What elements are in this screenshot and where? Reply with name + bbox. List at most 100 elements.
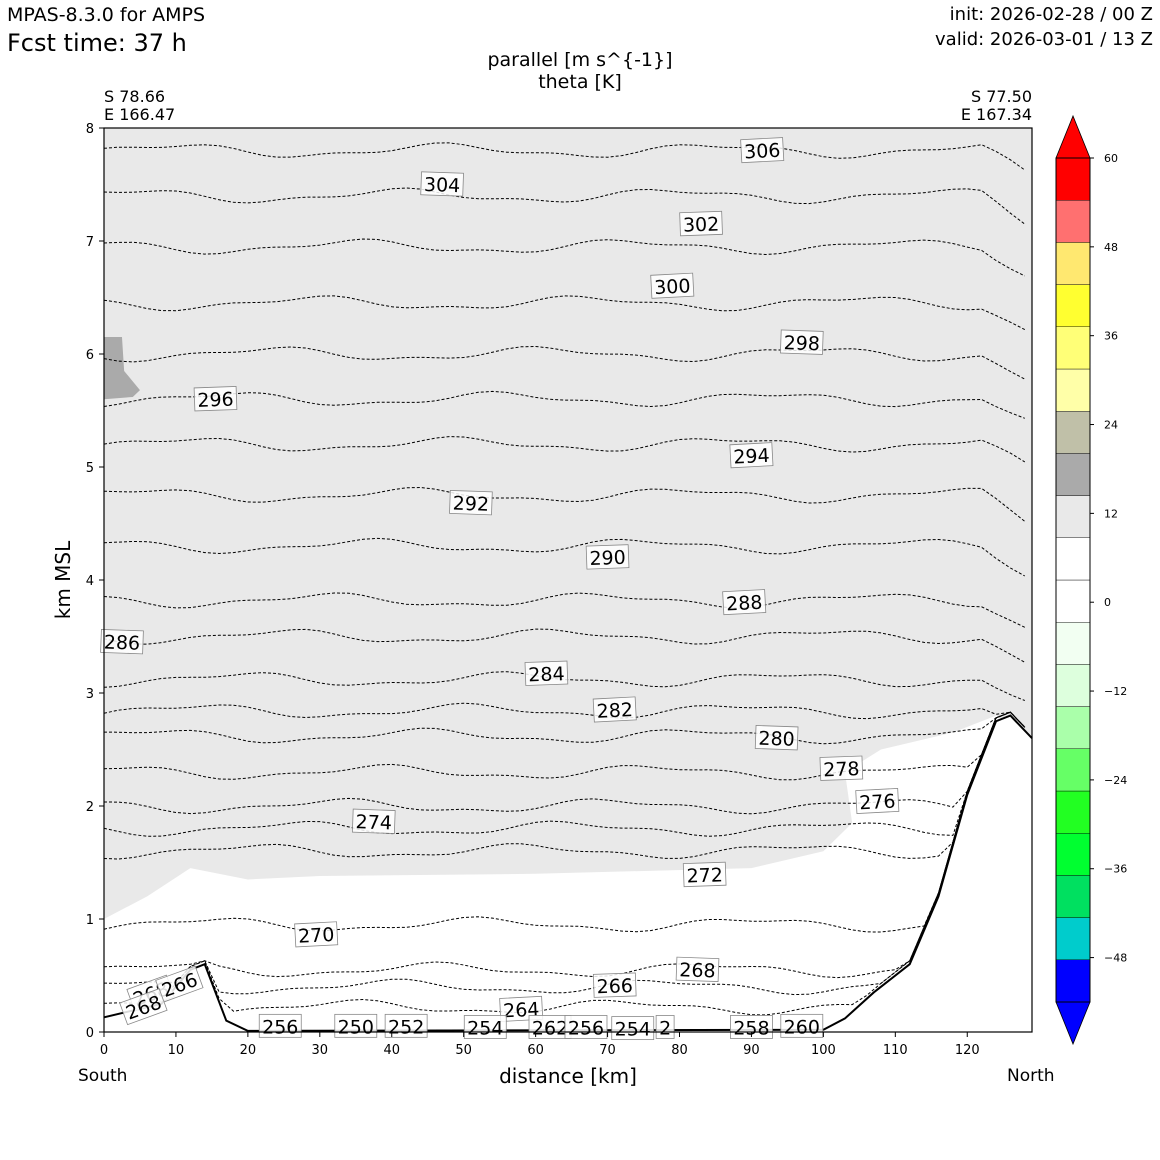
x-tick-label: 20 bbox=[240, 1043, 257, 1058]
x-tick-label: 70 bbox=[599, 1043, 616, 1058]
colorbar-segment bbox=[1055, 748, 1091, 792]
colorbar-segment bbox=[1055, 242, 1091, 285]
colorbar-tick-label: 24 bbox=[1104, 419, 1118, 432]
colorbar-segment bbox=[1055, 622, 1091, 665]
x-tick-label: 60 bbox=[527, 1043, 544, 1058]
x-tick-label: 30 bbox=[312, 1043, 329, 1058]
left-endpoint-lon: E 166.47 bbox=[104, 105, 176, 124]
svg-text:268: 268 bbox=[679, 959, 716, 982]
colorbar-extend-bottom bbox=[1055, 1001, 1091, 1046]
svg-text:282: 282 bbox=[596, 699, 633, 723]
right-endpoint-coords: S 77.50 E 167.34 bbox=[961, 88, 1032, 124]
chart-title: parallel [m s^{-1}] bbox=[487, 49, 673, 71]
y-tick-label: 0 bbox=[86, 1026, 94, 1041]
colorbar-segment bbox=[1055, 706, 1091, 749]
svg-text:266: 266 bbox=[596, 975, 633, 998]
svg-text:288: 288 bbox=[726, 592, 763, 616]
svg-text:280: 280 bbox=[758, 728, 795, 751]
theta-contour bbox=[103, 711, 1026, 815]
svg-text:270: 270 bbox=[298, 924, 335, 948]
x-tick-label: 110 bbox=[883, 1043, 908, 1058]
valid-time: valid: 2026-03-01 / 13 Z bbox=[935, 29, 1153, 50]
svg-text:256: 256 bbox=[568, 1017, 604, 1039]
svg-text:290: 290 bbox=[589, 547, 626, 570]
colorbar-tick-label: −36 bbox=[1104, 863, 1127, 876]
colorbar-extend-top bbox=[1055, 114, 1091, 159]
x-tick-label: 80 bbox=[671, 1043, 688, 1058]
surface-contour-label: 254 bbox=[611, 1016, 655, 1041]
left-endpoint-coords: S 78.66 E 166.47 bbox=[104, 88, 175, 124]
x-tick-label: 50 bbox=[455, 1043, 472, 1058]
colorbar-frame bbox=[1055, 157, 1091, 1003]
svg-text:2: 2 bbox=[659, 1017, 671, 1039]
x-axis-label: distance [km] bbox=[499, 1064, 637, 1088]
colorbar-segment bbox=[1055, 875, 1091, 918]
surface-contour-label: 258 bbox=[730, 1015, 773, 1039]
y-tick-label: 8 bbox=[86, 122, 94, 137]
theta-contour bbox=[103, 711, 1026, 979]
theta-contour-label: 302 bbox=[679, 210, 723, 237]
theta-contour-label: 298 bbox=[780, 329, 824, 355]
svg-text:304: 304 bbox=[424, 174, 461, 197]
surface-contour-label: 260 bbox=[780, 1013, 824, 1038]
theta-contour-label: 300 bbox=[650, 272, 695, 299]
colorbar-tick-label: −12 bbox=[1104, 685, 1127, 698]
svg-text:254: 254 bbox=[467, 1017, 503, 1039]
svg-text:302: 302 bbox=[683, 213, 720, 236]
colorbar-tick-label: 12 bbox=[1104, 507, 1118, 520]
svg-text:306: 306 bbox=[744, 140, 781, 164]
surface-contour-label: 2 bbox=[655, 1015, 675, 1039]
colorbar-segment bbox=[1055, 495, 1091, 539]
theta-contour-label: 270 bbox=[294, 921, 339, 948]
colorbar-segment bbox=[1055, 537, 1091, 581]
theta-contour bbox=[103, 592, 1026, 628]
right-endpoint-lat: S 77.50 bbox=[970, 87, 1032, 106]
wind-shading-0-12 bbox=[104, 128, 1032, 919]
colorbar-segment bbox=[1055, 833, 1091, 876]
surface-contour-label: 256 bbox=[564, 1015, 608, 1039]
theta-contour-label: 272 bbox=[682, 861, 727, 888]
theta-contour-label: 282 bbox=[592, 696, 637, 723]
y-axis-label: km MSL bbox=[51, 540, 75, 620]
svg-text:300: 300 bbox=[654, 275, 691, 299]
theta-contour-label: 288 bbox=[722, 589, 767, 616]
colorbar-segment bbox=[1055, 664, 1091, 707]
x-tick-label: 40 bbox=[383, 1043, 400, 1058]
colorbar-segment bbox=[1055, 199, 1091, 243]
colorbar-segment bbox=[1055, 453, 1091, 496]
svg-text:294: 294 bbox=[733, 445, 770, 469]
svg-text:284: 284 bbox=[528, 663, 565, 686]
svg-text:258: 258 bbox=[733, 1017, 769, 1039]
y-tick-label: 6 bbox=[86, 348, 94, 363]
colorbar-segment bbox=[1055, 579, 1091, 623]
theta-contour-label: 306 bbox=[740, 137, 785, 164]
colorbar-segment bbox=[1055, 368, 1091, 412]
svg-text:250: 250 bbox=[338, 1016, 374, 1038]
colorbar-segment bbox=[1055, 284, 1091, 328]
svg-text:262: 262 bbox=[532, 1017, 568, 1039]
theta-contour-label: 294 bbox=[729, 442, 774, 469]
svg-text:274: 274 bbox=[355, 811, 392, 834]
y-tick-label: 3 bbox=[86, 687, 94, 702]
theta-contour-label: 296 bbox=[193, 386, 238, 412]
forecast-time: Fcst time: 37 h bbox=[7, 29, 187, 57]
colorbar-tick-label: 60 bbox=[1104, 152, 1118, 165]
colorbar-tick-label: 0 bbox=[1104, 596, 1111, 609]
svg-text:286: 286 bbox=[103, 632, 140, 655]
colorbar-segment bbox=[1055, 157, 1091, 201]
svg-text:256: 256 bbox=[262, 1016, 298, 1038]
left-endpoint-lat: S 78.66 bbox=[104, 87, 166, 106]
svg-text:278: 278 bbox=[823, 758, 860, 781]
theta-contour bbox=[103, 711, 1026, 996]
colorbar-segment bbox=[1055, 959, 1091, 1003]
theta-contour-label: 276 bbox=[855, 787, 900, 815]
x-tick-label: 90 bbox=[743, 1043, 760, 1058]
colorbar-tick-label: 48 bbox=[1104, 241, 1118, 254]
theta-contour-label: 286 bbox=[100, 629, 144, 655]
surface-contour-label: 250 bbox=[334, 1013, 378, 1038]
south-label: South bbox=[78, 1066, 128, 1086]
svg-text:276: 276 bbox=[859, 791, 896, 815]
y-tick-label: 1 bbox=[86, 913, 94, 928]
surface-contour-label: 254 bbox=[463, 1015, 507, 1039]
